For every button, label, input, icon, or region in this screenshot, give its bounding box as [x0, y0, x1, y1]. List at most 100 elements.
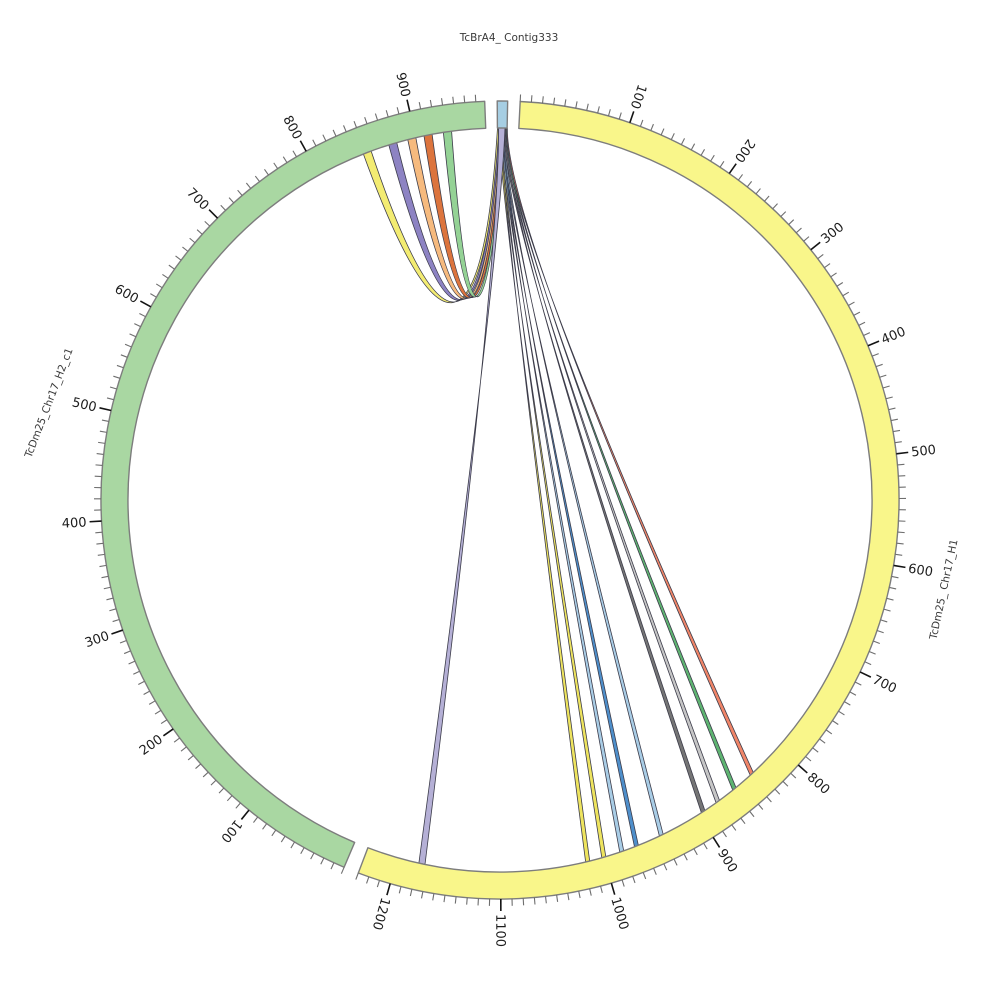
minor-tick: [113, 375, 121, 379]
minor-tick: [418, 102, 422, 110]
minor-tick: [175, 255, 182, 261]
minor-tick: [466, 897, 468, 905]
minor-tick: [96, 453, 104, 455]
minor-tick: [196, 229, 203, 235]
minor-tick: [160, 719, 168, 725]
minor-tick: [409, 889, 413, 897]
tick-label-h2-600: 600: [112, 282, 141, 307]
minor-tick: [264, 169, 269, 176]
minor-tick: [879, 374, 887, 378]
minor-tick: [312, 139, 317, 147]
minor-tick: [836, 282, 844, 287]
minor-tick: [790, 772, 797, 779]
minor-tick: [868, 650, 876, 655]
minor-tick: [112, 618, 120, 623]
minor-tick: [891, 575, 899, 579]
minor-tick: [597, 106, 600, 114]
minor-tick: [764, 195, 770, 202]
minor-tick: [650, 123, 654, 131]
minor-tick: [254, 175, 260, 182]
major-tick: [162, 728, 174, 737]
minor-tick: [162, 273, 169, 279]
tick-label-h1-1000: 1000: [607, 896, 631, 932]
minor-tick: [886, 597, 894, 601]
minor-tick: [292, 150, 297, 158]
segment-label-TcDm25_Chr17_H2_c1: TcDm25_Chr17_H2_c1: [22, 346, 75, 460]
minor-tick: [182, 246, 189, 252]
minor-tick: [842, 291, 850, 297]
minor-tick: [148, 700, 156, 705]
major-tick: [406, 99, 411, 112]
minor-tick: [803, 236, 810, 242]
minor-tick: [180, 746, 187, 752]
minor-tick: [722, 830, 727, 838]
minor-tick: [210, 779, 217, 786]
minor-tick: [432, 893, 435, 901]
minor-tick: [607, 109, 611, 117]
minor-tick: [133, 670, 140, 675]
minor-tick: [376, 880, 380, 888]
link-TcBrA4_Contig333-to-TcDm25_Chr17_H1-1176: [418, 127, 506, 865]
minor-tick: [120, 354, 128, 358]
minor-tick: [825, 729, 833, 735]
minor-tick: [364, 117, 368, 125]
minor-tick: [897, 463, 905, 466]
minor-tick: [888, 407, 896, 411]
minor-tick: [544, 896, 547, 904]
minor-tick: [564, 99, 567, 107]
minor-tick: [896, 542, 904, 545]
minor-tick: [106, 397, 114, 401]
minor-tick: [452, 96, 455, 104]
links-layer: [362, 127, 754, 865]
link-TcBrA4_Contig333-to-TcDm25_Chr17_H1-878: [503, 127, 720, 804]
minor-tick: [355, 872, 359, 880]
minor-tick: [663, 863, 668, 871]
minor-tick: [894, 441, 902, 444]
major-tick: [896, 451, 909, 455]
major-tick: [629, 111, 635, 123]
minor-tick: [366, 876, 370, 884]
minor-tick: [143, 690, 151, 695]
minor-tick: [396, 107, 400, 115]
minor-tick: [895, 553, 903, 556]
minor-tick: [129, 333, 137, 338]
minor-tick: [245, 182, 252, 189]
minor-tick: [854, 681, 862, 686]
minor-tick: [766, 796, 772, 803]
minor-tick: [795, 227, 802, 234]
minor-tick: [322, 134, 327, 142]
minor-tick: [639, 119, 644, 127]
minor-tick: [618, 112, 622, 120]
tick-label-h1-500: 500: [910, 443, 936, 461]
minor-tick: [533, 897, 536, 905]
tick-label-h1-800: 800: [804, 770, 833, 798]
minor-tick: [853, 311, 861, 316]
minor-tick: [124, 343, 132, 348]
minor-tick: [883, 608, 891, 612]
tick-label-h2-900: 900: [392, 71, 412, 99]
major-tick: [810, 241, 821, 251]
minor-tick: [556, 894, 559, 902]
major-tick: [712, 836, 721, 848]
minor-tick: [99, 430, 107, 433]
minor-tick: [772, 203, 778, 210]
major-tick: [89, 520, 102, 523]
minor-tick: [875, 363, 883, 368]
minor-tick: [173, 737, 181, 743]
minor-tick: [683, 853, 688, 861]
minor-tick: [889, 586, 897, 590]
minor-tick: [374, 113, 379, 121]
segment-TcDm25_Chr17_H1: [357, 100, 900, 900]
minor-tick: [99, 564, 107, 568]
minor-tick: [880, 619, 888, 623]
minor-tick: [106, 597, 114, 601]
minor-tick: [109, 608, 117, 612]
minor-tick: [858, 321, 866, 326]
minor-tick: [876, 629, 884, 634]
segment-label-TcBrA4_Contig333: TcBrA4_ Contig333: [459, 32, 559, 44]
major-tick: [797, 764, 808, 774]
minor-tick: [332, 129, 337, 137]
minor-tick: [385, 110, 389, 118]
minor-tick: [757, 803, 764, 810]
tick-label-h1-700: 700: [870, 673, 899, 697]
